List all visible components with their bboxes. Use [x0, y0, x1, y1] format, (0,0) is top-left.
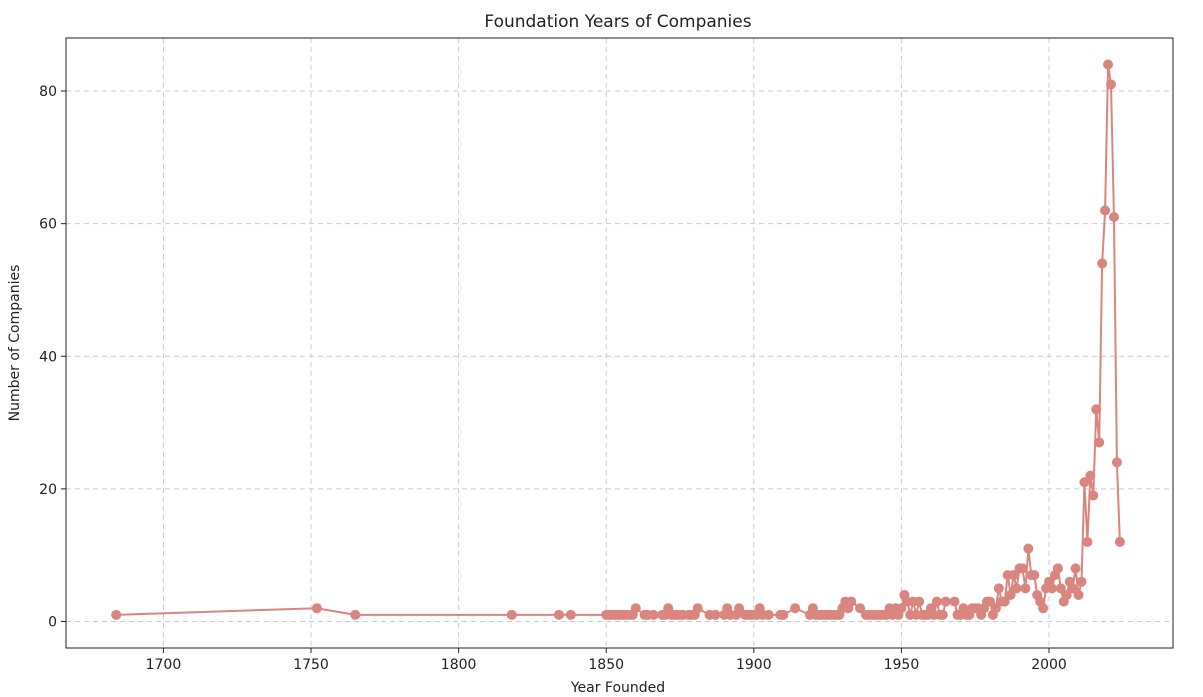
data-point	[896, 603, 907, 614]
data-point	[1103, 59, 1114, 70]
data-point	[937, 609, 948, 620]
data-point	[940, 596, 951, 607]
data-point	[855, 603, 866, 614]
data-point	[648, 609, 659, 620]
plot-frame	[65, 37, 1174, 649]
data-point	[710, 609, 721, 620]
data-point	[1108, 212, 1119, 223]
grid	[66, 38, 1173, 648]
data-point	[1114, 536, 1125, 547]
data-point	[949, 596, 960, 607]
data-point	[993, 583, 1004, 594]
data-point	[1076, 576, 1087, 587]
data-point	[1106, 79, 1117, 90]
data-point	[1029, 570, 1040, 581]
data-point	[1005, 589, 1016, 600]
y-axis: 0 20 40 60 80	[39, 84, 66, 630]
data-point	[1046, 583, 1057, 594]
y-tick-label: 20	[39, 482, 57, 498]
y-tick-label: 40	[39, 349, 57, 365]
x-axis-label: Year Founded	[570, 680, 665, 696]
x-tick-label: 1800	[441, 657, 477, 673]
data-point	[790, 603, 801, 614]
data-point	[692, 603, 703, 614]
data-point	[1067, 583, 1078, 594]
data-point	[734, 603, 745, 614]
y-tick-label: 0	[48, 614, 57, 630]
data-point	[846, 596, 857, 607]
data-point	[1008, 570, 1019, 581]
data-point	[914, 596, 925, 607]
y-tick-label: 80	[39, 84, 57, 100]
data-point	[1079, 477, 1090, 488]
data-point	[763, 609, 774, 620]
y-axis-label: Number of Companies	[7, 265, 23, 422]
data-point	[778, 609, 789, 620]
data-point	[1085, 470, 1096, 481]
data-point	[1052, 563, 1063, 574]
data-point	[1082, 536, 1093, 547]
data-point	[1097, 258, 1108, 269]
data-point	[1038, 603, 1049, 614]
plot-area	[111, 59, 1125, 620]
data-point	[565, 609, 576, 620]
data-point	[1070, 563, 1081, 574]
data-point	[1061, 589, 1072, 600]
data-point	[1100, 205, 1111, 216]
x-tick-label: 1900	[736, 657, 772, 673]
data-point	[931, 596, 942, 607]
data-point	[1011, 583, 1022, 594]
x-tick-label: 1700	[146, 657, 182, 673]
data-point	[990, 603, 1001, 614]
data-point	[506, 609, 517, 620]
data-point	[1073, 589, 1084, 600]
data-point	[311, 603, 322, 614]
data-point	[1111, 457, 1122, 468]
data-point	[1055, 583, 1066, 594]
data-point	[1017, 563, 1028, 574]
x-axis: 1700 1750 1800 1850 1900 1950 2000	[146, 648, 1067, 673]
data-point	[1020, 583, 1031, 594]
data-point	[1023, 543, 1034, 554]
data-point	[350, 609, 361, 620]
x-tick-label: 2000	[1031, 657, 1067, 673]
y-tick-label: 60	[39, 217, 57, 233]
data-point	[1094, 437, 1105, 448]
chart-title: Foundation Years of Companies	[484, 12, 751, 32]
data-point	[1088, 490, 1099, 501]
x-tick-label: 1750	[293, 657, 329, 673]
data-point	[553, 609, 564, 620]
series-line	[116, 63, 1121, 616]
data-point	[999, 596, 1010, 607]
data-point	[111, 609, 122, 620]
data-point	[1091, 404, 1102, 415]
data-point	[984, 596, 995, 607]
data-point	[630, 603, 641, 614]
x-tick-label: 1850	[588, 657, 624, 673]
x-tick-label: 1950	[884, 657, 920, 673]
